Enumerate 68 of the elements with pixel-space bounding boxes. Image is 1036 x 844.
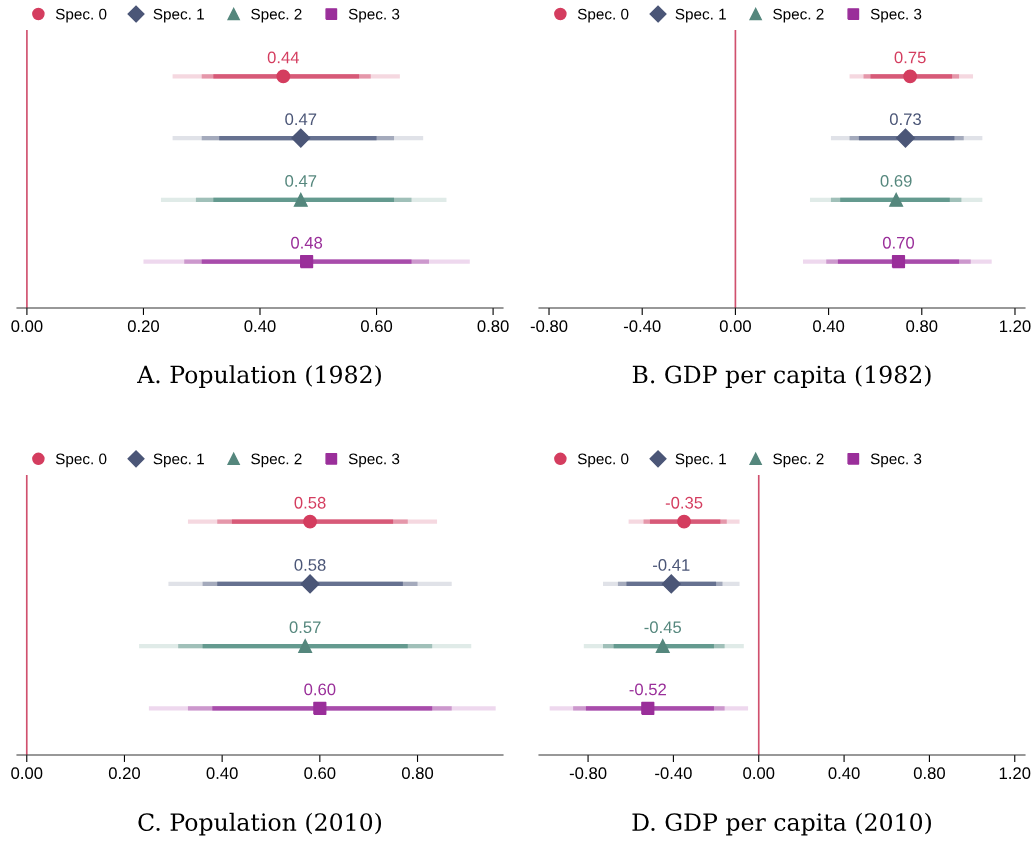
- text: A. Population (1982): [137, 365, 381, 388]
- x-tick-label: 0.60: [304, 767, 336, 780]
- x-tick-label: 0.00: [11, 767, 43, 780]
- x-tick-label: 0.00: [719, 320, 751, 333]
- x-tick-label: 1.20: [999, 767, 1031, 780]
- legend-label: Spec. 1: [675, 453, 726, 468]
- legend-label: Spec. 2: [251, 8, 302, 23]
- legend-label: Spec. 0: [55, 8, 107, 23]
- x-tick-label: 0.00: [743, 767, 775, 780]
- x-tick-label: -0.40: [655, 767, 692, 780]
- legend-label: Spec. 2: [773, 453, 824, 468]
- legend-label: Spec. 2: [773, 8, 824, 23]
- x-tick-label: 1.20: [1000, 320, 1031, 333]
- data-label: 0.73: [889, 113, 921, 126]
- legend-label: Spec. 3: [348, 8, 400, 23]
- point: [891, 255, 906, 269]
- data-label: 0.58: [294, 559, 326, 571]
- legend-label: Spec. 0: [577, 453, 629, 468]
- x-tick-label: 0.80: [906, 320, 938, 333]
- x-tick-label: 0.00: [11, 320, 43, 333]
- text: C. Population (2010): [138, 812, 382, 836]
- data-label: 0.58: [294, 496, 326, 509]
- x-tick-label: 0.40: [828, 767, 860, 780]
- point: [903, 69, 918, 84]
- point: [677, 514, 692, 529]
- legend-label: Spec. 0: [577, 8, 629, 23]
- data-label: 0.47: [285, 175, 317, 187]
- data-label: 0.48: [291, 236, 323, 249]
- text: B. GDP per capita (1982): [632, 365, 931, 388]
- text: D. GDP per capita (2010): [632, 812, 931, 836]
- legend-label: Spec. 3: [348, 453, 400, 468]
- point: [889, 192, 904, 207]
- x-tick-label: -0.80: [530, 320, 568, 333]
- x-tick-label: 0.80: [477, 320, 509, 333]
- legend-label: Spec. 1: [153, 8, 204, 23]
- data-label: -0.52: [629, 683, 666, 696]
- x-tick-label: 0.40: [244, 320, 276, 333]
- point: [661, 574, 681, 594]
- data-label: 0.60: [304, 683, 336, 696]
- x-tick-label: 0.20: [108, 767, 141, 780]
- legend-label: Spec. 0: [55, 453, 107, 468]
- x-tick-label: 0.40: [206, 767, 238, 780]
- bar: [212, 706, 433, 711]
- legend-label: Spec. 1: [675, 8, 726, 23]
- legend-label: Spec. 1: [153, 453, 204, 468]
- bar: [585, 706, 714, 711]
- point: [655, 639, 670, 654]
- data-label: 0.69: [880, 175, 912, 187]
- data-label: 0.47: [285, 113, 317, 126]
- x-tick-label: 0.80: [401, 767, 434, 780]
- legend-label: Spec. 2: [251, 453, 302, 468]
- data-label: 0.70: [882, 236, 915, 249]
- x-tick-label: 0.40: [813, 320, 845, 333]
- data-label: -0.41: [653, 559, 690, 571]
- point: [641, 701, 655, 715]
- x-tick-label: 0.20: [127, 320, 160, 333]
- legend-label: Spec. 3: [870, 8, 922, 23]
- data-label: 0.44: [267, 51, 300, 64]
- data-label: 0.57: [289, 621, 321, 634]
- legend-label: Spec. 3: [870, 453, 922, 468]
- x-tick-label: 0.80: [913, 767, 945, 780]
- data-label: -0.45: [644, 621, 682, 634]
- x-tick-label: -0.40: [623, 320, 661, 333]
- data-label: -0.35: [665, 496, 703, 509]
- point: [895, 128, 916, 148]
- data-label: 0.75: [894, 51, 926, 64]
- x-tick-label: -0.80: [569, 767, 607, 780]
- x-tick-label: 0.60: [360, 320, 393, 333]
